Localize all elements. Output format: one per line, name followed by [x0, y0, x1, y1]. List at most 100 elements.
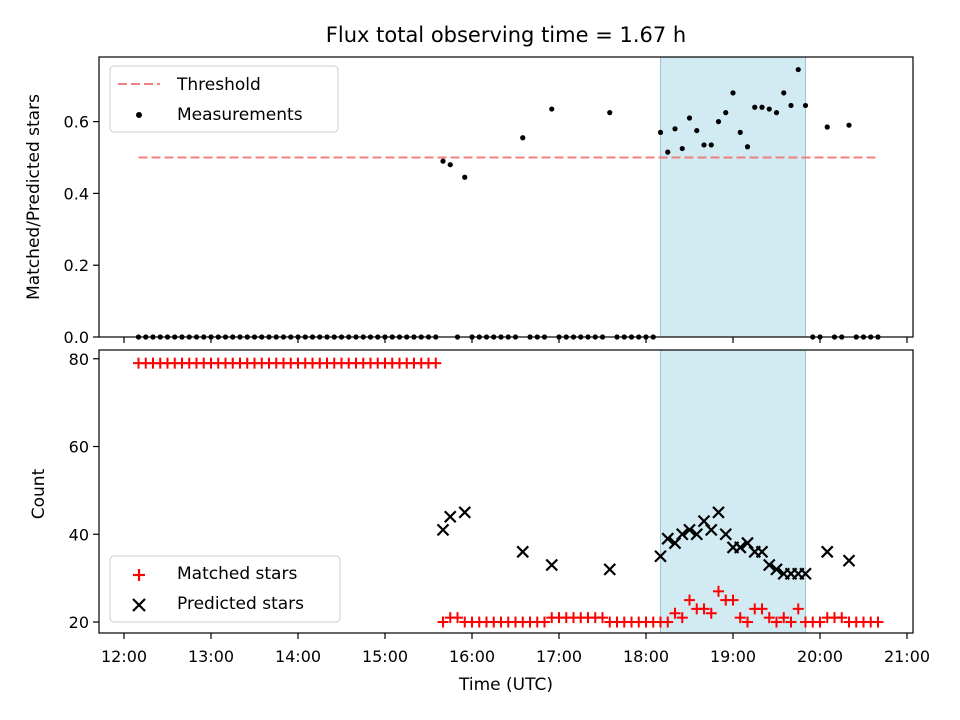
measurement-point	[462, 174, 468, 180]
matched-star-marker	[662, 616, 674, 628]
x-tick-label: 12:00	[101, 647, 147, 666]
measurement-point	[824, 124, 830, 130]
matched-star-marker	[713, 585, 724, 597]
matched-star-marker	[763, 612, 775, 624]
x-tick-label: 20:00	[797, 647, 843, 666]
predicted-star-marker	[704, 523, 718, 537]
matched-star-marker	[727, 594, 739, 606]
x-tick-label: 15:00	[362, 647, 408, 666]
matched-star-marker	[734, 612, 746, 624]
measurement-point	[701, 142, 707, 148]
measurement-point	[781, 90, 787, 96]
predicted-star-marker	[603, 563, 617, 576]
bottom-y-tick-label: 20	[69, 613, 89, 632]
measurement-point	[846, 122, 852, 128]
measurement-point	[802, 102, 809, 109]
predicted-star-marker	[712, 506, 725, 519]
measurement-point	[520, 135, 526, 141]
measurement-point	[665, 149, 671, 155]
matched-star-marker	[669, 607, 681, 619]
predicted-stars-legend-marker	[132, 598, 146, 612]
matched-stars-legend-label: Matched stars	[177, 564, 297, 584]
measurement-point	[549, 106, 555, 112]
matched-star-marker	[742, 616, 753, 628]
predicted-star-marker	[755, 545, 769, 559]
predicted-star-marker	[443, 510, 457, 524]
matched-star-marker	[705, 607, 717, 619]
matched-star-marker	[698, 603, 710, 615]
measurement-point	[694, 127, 700, 134]
measurement-point	[679, 145, 685, 152]
measurement-point	[657, 129, 664, 135]
predicted-star-marker	[683, 523, 696, 537]
matched-star-marker	[836, 612, 848, 624]
x-tick-label: 18:00	[623, 647, 669, 666]
predicted-star-marker	[436, 523, 450, 537]
measurement-point	[715, 119, 722, 125]
matched-star-marker	[814, 616, 826, 628]
measurement-point	[723, 110, 729, 116]
top-plot: 0.0 0.2 0.4 0.6 Matched/Predicted stars Thr…	[24, 56, 914, 347]
measurements-series	[135, 66, 881, 340]
x-tick-label: 19:00	[710, 647, 756, 666]
top-y-tick-label: 0.0	[64, 328, 89, 347]
matched-star-marker	[430, 357, 442, 369]
bottom-y-tick-label: 60	[69, 438, 89, 457]
matched-star-marker	[778, 612, 790, 624]
measurement-point	[447, 162, 453, 168]
x-tick-label: 17:00	[536, 647, 582, 666]
predicted-star-marker	[820, 545, 834, 559]
bottom-shaded-interval	[660, 349, 806, 634]
measurement-point	[730, 90, 736, 96]
bottom-y-tick-label: 80	[69, 350, 89, 369]
predicted-star-marker	[654, 549, 667, 563]
matched-star-marker	[771, 616, 782, 628]
measurement-point	[686, 115, 693, 121]
top-shaded-interval	[660, 56, 806, 338]
predicted-stars-legend-label: Predicted stars	[177, 594, 304, 614]
chart-title: Flux total observing time = 1.67 h	[326, 23, 686, 47]
predicted-star-marker	[719, 528, 733, 541]
matched-star-marker	[539, 616, 550, 628]
x-tick-label: 21:00	[884, 647, 930, 666]
predicted-star-marker	[799, 567, 812, 581]
measurement-point	[744, 144, 751, 150]
x-tick-label: 13:00	[188, 647, 234, 666]
bottom-legend-box	[109, 555, 341, 623]
bottom-legend: Matched stars Predicted stars	[109, 555, 341, 623]
predicted-star-marker	[516, 545, 530, 559]
top-y-axis-label: Matched/Predicted stars	[24, 94, 44, 300]
measurement-point	[773, 110, 780, 116]
predicted-star-marker	[762, 558, 776, 572]
top-y-tick-label: 0.2	[64, 256, 89, 275]
measurement-point	[607, 110, 613, 116]
bottom-y-axis-label: Count	[29, 468, 49, 519]
predicted-star-marker	[545, 558, 559, 572]
matched-star-marker	[792, 603, 804, 615]
matched-star-marker	[785, 616, 797, 628]
x-tick-label: 14:00	[275, 647, 321, 666]
predicted-star-marker	[690, 528, 704, 541]
measurement-point	[752, 104, 758, 110]
matched-stars-series	[133, 357, 884, 628]
measurement-point	[788, 102, 794, 109]
matched-star-marker	[437, 616, 449, 628]
matched-star-marker	[676, 612, 688, 624]
predicted-star-marker	[842, 554, 856, 567]
measurement-point	[737, 129, 743, 135]
top-legend-box	[109, 65, 339, 133]
predicted-star-marker	[661, 532, 675, 545]
measurement-point	[708, 142, 714, 148]
matched-stars-legend-marker	[133, 569, 145, 581]
top-plot-frame	[98, 56, 914, 338]
measurements-legend-marker	[136, 112, 142, 118]
x-tick-label: 16:00	[449, 647, 495, 666]
predicted-star-marker	[458, 506, 472, 519]
threshold-legend-label: Threshold	[176, 75, 261, 95]
measurement-point	[766, 106, 772, 112]
predicted-stars-series	[436, 506, 856, 581]
measurements-legend-label: Measurements	[177, 105, 303, 125]
predicted-star-marker	[770, 563, 783, 576]
